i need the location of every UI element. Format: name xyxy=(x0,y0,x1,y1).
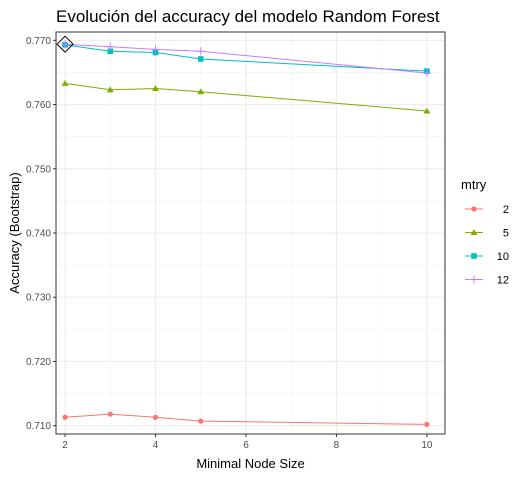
data-point-2 xyxy=(107,411,113,417)
data-point-2 xyxy=(198,418,204,424)
grid-major xyxy=(56,32,445,434)
legend-item-5: 5 xyxy=(465,228,509,240)
data-point-5 xyxy=(152,85,159,92)
x-tick-label: 10 xyxy=(421,440,433,451)
series-5 xyxy=(61,79,431,114)
data-point-5 xyxy=(106,86,114,93)
data-point-12 xyxy=(196,47,205,56)
x-tick-label: 4 xyxy=(153,440,159,451)
legend-item-12: 12 xyxy=(465,275,509,287)
y-axis-title: Accuracy (Bootstrap) xyxy=(7,172,22,293)
y-tick-label: 0.760 xyxy=(26,100,51,111)
legend-label: 10 xyxy=(497,251,509,263)
data-point-5 xyxy=(197,88,205,95)
x-tick-label: 6 xyxy=(243,440,249,451)
x-axis-ticks: 2 4 6 8 10 xyxy=(62,434,433,451)
best-point-marker xyxy=(56,35,74,53)
y-tick-label: 0.740 xyxy=(26,229,51,240)
y-axis-ticks: 0.710 0.720 0.730 0.740 0.750 0.760 0.770 xyxy=(26,36,56,432)
legend-key-marker xyxy=(471,206,477,212)
x-tick-label: 8 xyxy=(334,440,340,451)
highlight-layer xyxy=(56,35,74,53)
y-tick-label: 0.730 xyxy=(26,293,51,304)
data-point-2 xyxy=(62,414,68,420)
data-point-12 xyxy=(422,69,431,78)
legend-label: 2 xyxy=(503,204,509,216)
legend-key-marker xyxy=(470,229,478,236)
legend-item-2: 2 xyxy=(465,204,509,216)
data-point-2 xyxy=(424,421,430,427)
series-12 xyxy=(61,40,431,78)
legend-title: mtry xyxy=(461,177,487,192)
data-point-5 xyxy=(423,107,431,114)
legend-key-marker xyxy=(470,275,478,284)
series-layer xyxy=(61,40,431,427)
legend: mtry 2 5 10 12 xyxy=(461,177,509,287)
data-point-12 xyxy=(61,40,70,49)
y-tick-label: 0.750 xyxy=(26,164,51,175)
data-point-10 xyxy=(197,56,204,62)
data-point-2 xyxy=(152,414,159,420)
legend-item-10: 10 xyxy=(465,251,509,263)
y-tick-label: 0.720 xyxy=(26,357,51,368)
legend-label: 12 xyxy=(497,275,509,287)
series-2 xyxy=(62,411,430,427)
y-tick-label: 0.770 xyxy=(26,36,51,47)
legend-label: 5 xyxy=(503,228,509,240)
x-tick-label: 2 xyxy=(62,440,68,451)
legend-key-marker xyxy=(471,253,477,259)
x-axis-title: Minimal Node Size xyxy=(196,456,304,471)
data-point-10 xyxy=(107,48,114,55)
y-tick-label: 0.710 xyxy=(26,421,51,432)
data-point-5 xyxy=(61,79,69,86)
chart-title: Evolución del accuracy del modelo Random… xyxy=(56,7,440,26)
data-point-12 xyxy=(106,42,115,51)
data-point-12 xyxy=(151,45,160,54)
